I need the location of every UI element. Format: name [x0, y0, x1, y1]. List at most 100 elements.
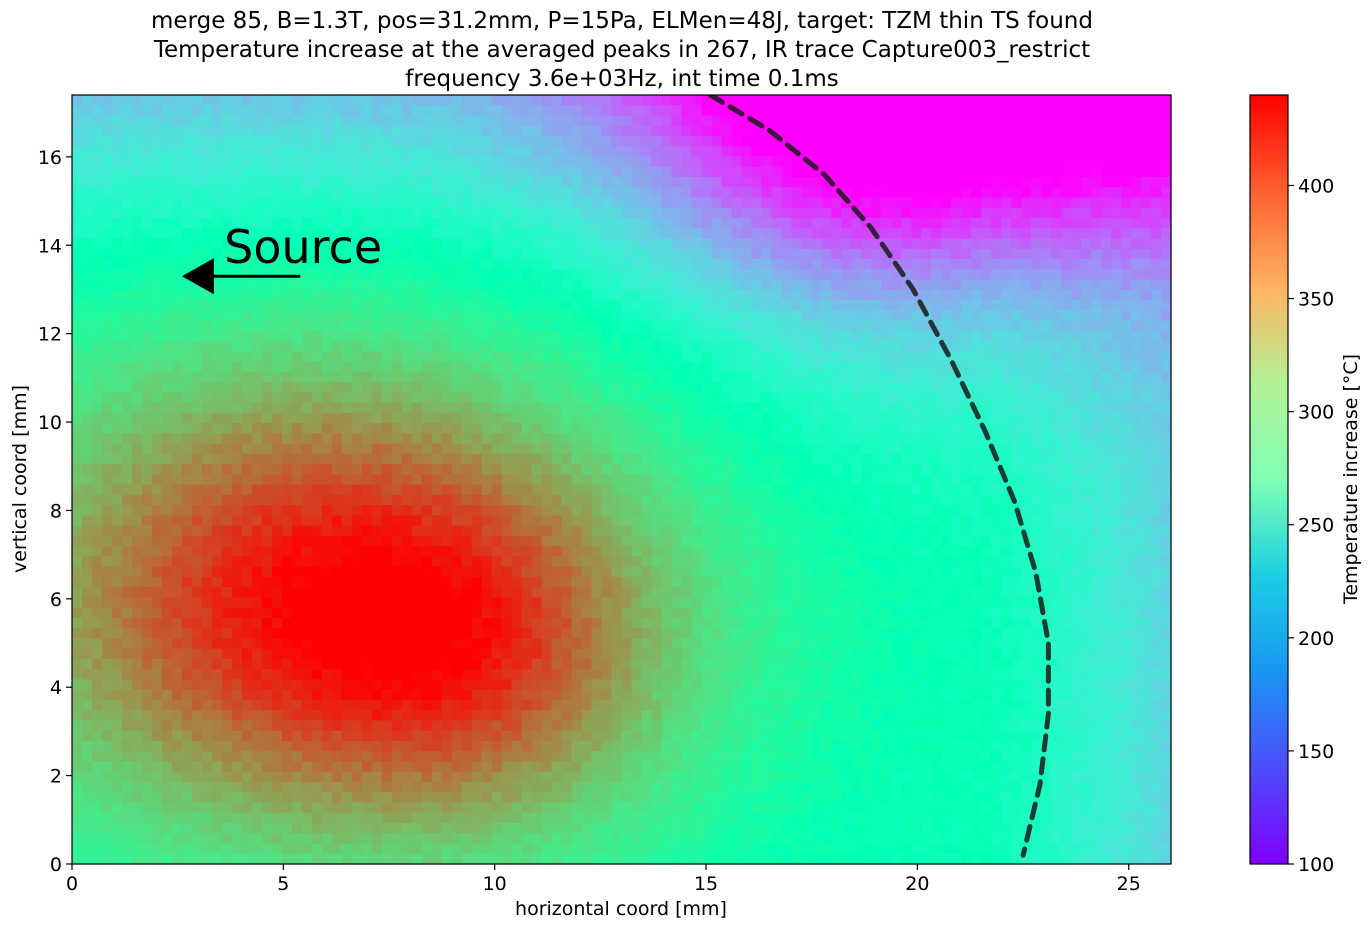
heatmap-cell: [911, 218, 922, 229]
heatmap-cell: [631, 269, 643, 281]
heatmap-cell: [981, 218, 992, 229]
heatmap-cell: [671, 392, 683, 404]
heatmap-cell: [1081, 494, 1092, 506]
heatmap-cell: [271, 494, 283, 506]
heatmap-cell: [1151, 351, 1162, 363]
heatmap-cell: [1071, 105, 1082, 117]
heatmap-cell: [131, 351, 143, 363]
heatmap-cell: [1141, 474, 1152, 486]
heatmap-cell: [351, 115, 363, 127]
heatmap-cell: [491, 248, 503, 260]
heatmap-cell: [401, 259, 413, 270]
heatmap-cell: [841, 505, 852, 516]
heatmap-cell: [721, 289, 732, 301]
heatmap-cell: [1021, 341, 1032, 352]
heatmap-cell: [691, 207, 703, 219]
heatmap-cell: [611, 269, 623, 281]
heatmap-cell: [72, 238, 83, 250]
heatmap-cell: [601, 494, 613, 506]
heatmap-cell: [781, 146, 792, 158]
heatmap-cell: [351, 392, 363, 404]
heatmap-cell: [871, 464, 882, 475]
heatmap-cell: [141, 320, 153, 332]
heatmap-cell: [491, 238, 503, 250]
heatmap-cell: [901, 95, 912, 106]
heatmap-cell: [1161, 289, 1172, 301]
heatmap-cell: [1021, 269, 1032, 281]
heatmap-cell: [101, 310, 113, 322]
heatmap-cell: [661, 525, 673, 537]
heatmap-cell: [921, 453, 932, 465]
heatmap-cell: [821, 464, 832, 475]
heatmap-cell: [1061, 197, 1072, 209]
heatmap-cell: [941, 494, 952, 506]
heatmap-cell: [961, 228, 972, 240]
heatmap-cell: [381, 371, 393, 383]
heatmap-cell: [611, 146, 623, 158]
heatmap-cell: [291, 248, 303, 260]
heatmap-cell: [541, 351, 553, 363]
heatmap-cell: [1151, 433, 1162, 445]
heatmap-cell: [1041, 238, 1052, 250]
heatmap-cell: [371, 525, 383, 537]
heatmap-cell: [231, 300, 243, 311]
heatmap-cell: [81, 95, 93, 106]
heatmap-cell: [551, 166, 563, 178]
heatmap-cell: [691, 259, 703, 270]
heatmap-cell: [211, 248, 223, 260]
heatmap-cell: [781, 525, 792, 537]
heatmap-cell: [1141, 289, 1152, 301]
heatmap-cell: [371, 515, 383, 527]
heatmap-cell: [261, 443, 273, 455]
heatmap-cell: [811, 330, 822, 342]
heatmap-cell: [651, 228, 663, 240]
heatmap-cell: [661, 474, 673, 486]
heatmap-cell: [1011, 146, 1022, 158]
heatmap-cell: [921, 125, 932, 137]
heatmap-cell: [561, 330, 573, 342]
heatmap-cell: [921, 228, 932, 240]
heatmap-cell: [1051, 320, 1062, 332]
heatmap-cell: [911, 525, 922, 537]
heatmap-cell: [211, 238, 223, 250]
heatmap-cell: [461, 197, 473, 209]
heatmap-cell: [801, 279, 812, 291]
heatmap-cell: [72, 546, 83, 557]
heatmap-cell: [541, 300, 553, 311]
heatmap-cell: [421, 197, 433, 209]
heatmap-cell: [421, 453, 433, 465]
heatmap-cell: [121, 392, 133, 404]
heatmap-cell: [991, 361, 1002, 373]
heatmap-cell: [1151, 238, 1162, 250]
heatmap-cell: [881, 320, 892, 332]
heatmap-cell: [771, 259, 782, 270]
heatmap-cell: [581, 464, 593, 475]
heatmap-cell: [151, 269, 163, 281]
heatmap-cell: [111, 156, 123, 168]
heatmap-cell: [81, 207, 93, 219]
heatmap-cell: [441, 177, 453, 188]
heatmap-cell: [671, 525, 683, 537]
heatmap-cell: [691, 320, 703, 332]
heatmap-cell: [141, 300, 153, 311]
heatmap-cell: [451, 105, 463, 117]
heatmap-cell: [1141, 156, 1152, 168]
heatmap-cell: [691, 392, 703, 404]
heatmap-cell: [181, 95, 193, 106]
heatmap-cell: [1161, 341, 1172, 352]
heatmap-cell: [421, 289, 433, 301]
heatmap-cell: [761, 136, 772, 147]
heatmap-cell: [351, 320, 363, 332]
heatmap-cell: [111, 361, 123, 373]
heatmap-cell: [841, 320, 852, 332]
heatmap-cell: [1101, 341, 1112, 352]
heatmap-cell: [1071, 484, 1082, 496]
heatmap-cell: [81, 238, 93, 250]
heatmap-cell: [551, 228, 563, 240]
heatmap-cell: [211, 474, 223, 486]
heatmap-cell: [361, 494, 373, 506]
heatmap-cell: [1081, 423, 1092, 434]
heatmap-cell: [241, 218, 253, 229]
heatmap-cell: [581, 443, 593, 455]
heatmap-cell: [501, 341, 513, 352]
